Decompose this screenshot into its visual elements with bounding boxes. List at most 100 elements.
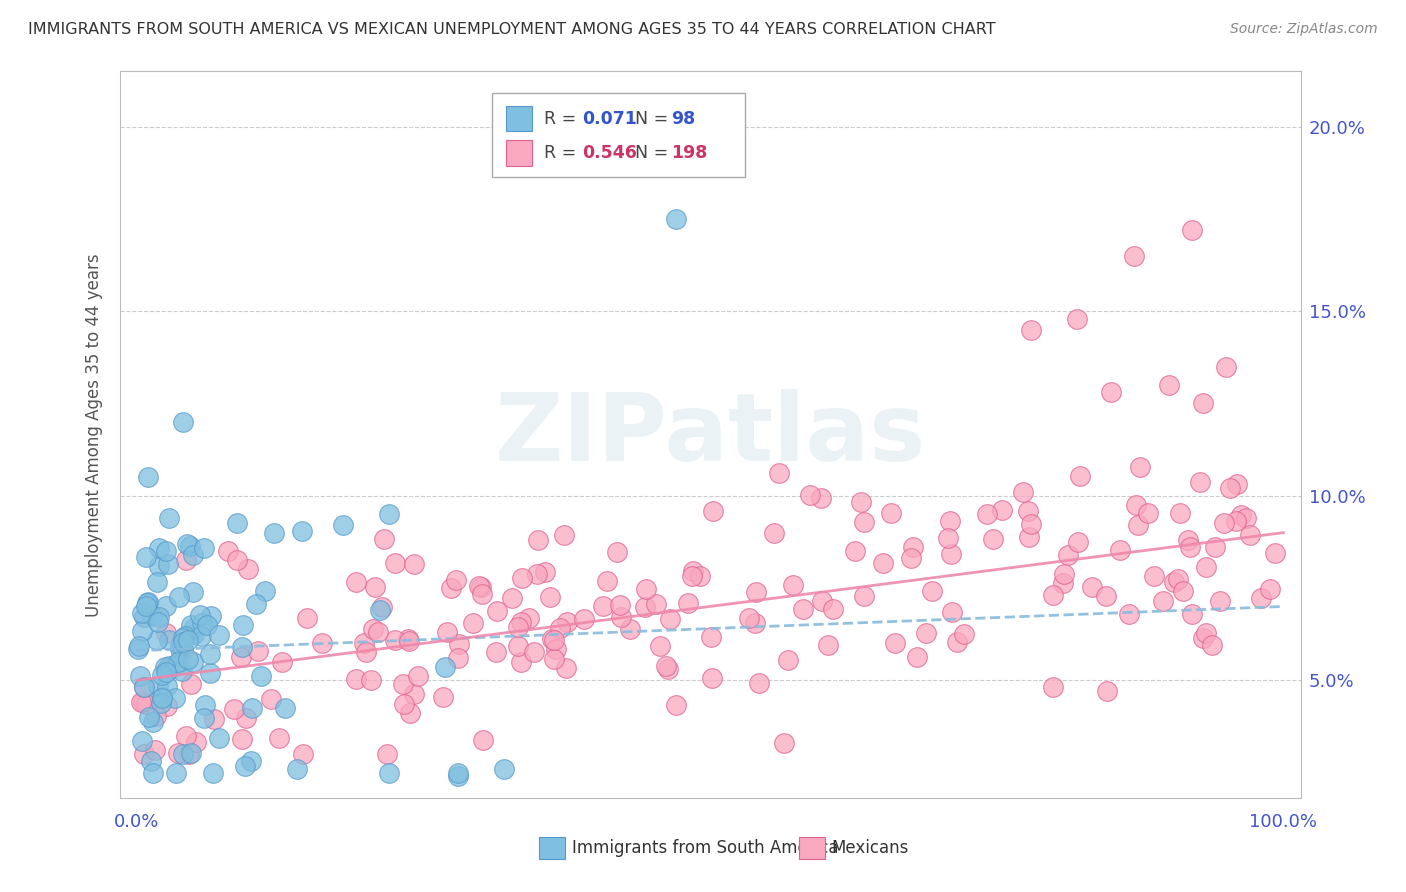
Point (180, 618, 202, 632)
Point (155, 543, 177, 558)
Point (1066, 534, 1088, 549)
Point (172, 634, 194, 648)
Point (406, 669, 429, 683)
Point (186, 735, 208, 749)
Point (738, 610, 761, 624)
Point (138, 710, 160, 724)
Point (657, 662, 679, 676)
Point (200, 609, 222, 624)
Point (782, 578, 804, 592)
Point (1108, 543, 1130, 558)
Point (392, 677, 415, 691)
Point (744, 615, 766, 630)
Text: 198: 198 (671, 144, 707, 161)
Point (166, 655, 188, 669)
Point (198, 666, 221, 681)
Point (471, 733, 494, 747)
Point (172, 747, 194, 761)
Point (538, 590, 561, 604)
Point (1019, 516, 1042, 531)
Point (952, 627, 974, 641)
Point (231, 649, 253, 664)
Point (900, 550, 922, 565)
Point (150, 667, 173, 681)
Point (155, 599, 177, 613)
Point (470, 580, 492, 594)
Point (191, 616, 214, 631)
Point (232, 618, 254, 632)
Point (167, 747, 190, 761)
Y-axis label: Unemployment Among Ages 35 to 44 years: Unemployment Among Ages 35 to 44 years (84, 253, 103, 616)
Point (136, 595, 159, 609)
Point (1226, 476, 1249, 491)
Point (745, 585, 768, 599)
Point (132, 680, 155, 694)
Point (142, 765, 165, 780)
Point (217, 544, 239, 558)
Point (402, 687, 425, 701)
Point (676, 596, 699, 610)
Point (132, 610, 155, 624)
Point (461, 616, 484, 631)
Point (941, 605, 963, 619)
Point (510, 615, 533, 629)
Point (492, 762, 515, 776)
Point (883, 635, 905, 649)
Point (619, 622, 641, 636)
Point (655, 658, 678, 673)
Point (548, 621, 571, 635)
Point (555, 615, 578, 629)
Point (146, 615, 169, 630)
Point (799, 488, 821, 502)
Point (169, 638, 191, 652)
Point (166, 658, 188, 673)
Point (226, 553, 249, 567)
Text: 0.071: 0.071 (582, 110, 637, 128)
Point (169, 641, 191, 656)
Point (271, 655, 294, 669)
Text: N =: N = (624, 144, 673, 161)
Point (129, 668, 152, 682)
Point (447, 765, 470, 780)
Point (195, 617, 218, 632)
Point (543, 633, 565, 648)
Point (208, 628, 231, 642)
Point (240, 755, 263, 769)
Point (1168, 506, 1191, 520)
Point (936, 531, 959, 545)
Point (810, 594, 832, 608)
Point (645, 598, 668, 612)
Point (353, 636, 375, 650)
Point (486, 604, 509, 618)
Point (193, 541, 215, 556)
Point (1181, 607, 1204, 622)
Point (208, 731, 231, 745)
Point (367, 625, 389, 640)
Point (1118, 607, 1140, 622)
Point (141, 755, 163, 769)
Point (170, 664, 193, 678)
Point (297, 611, 319, 625)
Point (436, 625, 458, 640)
Point (181, 548, 204, 562)
Point (1215, 359, 1237, 374)
Point (543, 652, 565, 666)
Point (665, 698, 688, 712)
Point (991, 503, 1014, 517)
Point (1129, 460, 1152, 475)
Point (177, 633, 200, 648)
Point (190, 629, 212, 643)
Point (129, 695, 152, 709)
Point (1095, 683, 1118, 698)
Point (146, 633, 169, 648)
Point (177, 652, 200, 666)
Text: Mexicans: Mexicans (832, 838, 910, 857)
Point (174, 553, 197, 567)
Point (254, 583, 277, 598)
Point (398, 634, 420, 648)
Point (384, 633, 406, 648)
Point (231, 731, 253, 746)
Point (1018, 530, 1040, 544)
Point (231, 640, 253, 655)
Point (1195, 560, 1218, 574)
